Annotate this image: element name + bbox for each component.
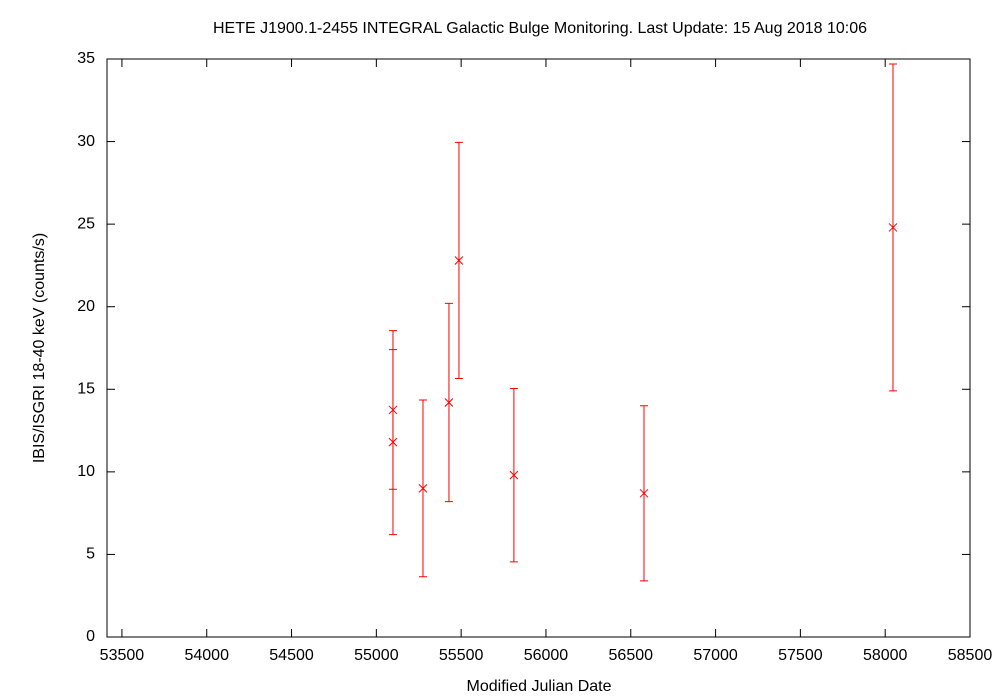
chart-title: HETE J1900.1-2455 INTEGRAL Galactic Bulg… [213, 20, 867, 37]
x-tick-label: 58500 [948, 647, 993, 664]
x-tick-label: 53500 [100, 647, 145, 664]
y-tick-label: 0 [86, 628, 95, 645]
plot-frame [106, 58, 971, 638]
y-tick-label: 25 [77, 215, 95, 232]
x-tick-label: 55500 [439, 647, 484, 664]
x-tick-label: 54000 [184, 647, 229, 664]
point [509, 470, 519, 480]
x-tick-label: 57500 [778, 647, 823, 664]
x-tick-label: 57000 [693, 647, 738, 664]
x-tick-label: 56000 [524, 647, 569, 664]
point [444, 398, 454, 407]
x-tick-label: 55000 [354, 647, 399, 664]
point [888, 223, 898, 232]
point [388, 437, 398, 447]
y-tick-label: 20 [77, 298, 95, 315]
y-tick-label: 15 [77, 381, 95, 398]
x-tick-label: 58000 [863, 647, 908, 664]
point [454, 256, 464, 265]
x-axis-label: Modified Julian Date [467, 678, 612, 695]
y-tick-label: 10 [77, 463, 95, 480]
y-tick-label: 30 [77, 133, 95, 150]
x-tick-label: 54500 [269, 647, 314, 664]
y-tick-label: 35 [77, 50, 95, 67]
y-tick-label: 5 [86, 546, 95, 563]
point [418, 484, 428, 493]
point [639, 488, 649, 498]
y-axis-label: IBIS/ISGRI 18-40 keV (counts/s) [31, 233, 48, 463]
x-tick-label: 56500 [609, 647, 654, 664]
